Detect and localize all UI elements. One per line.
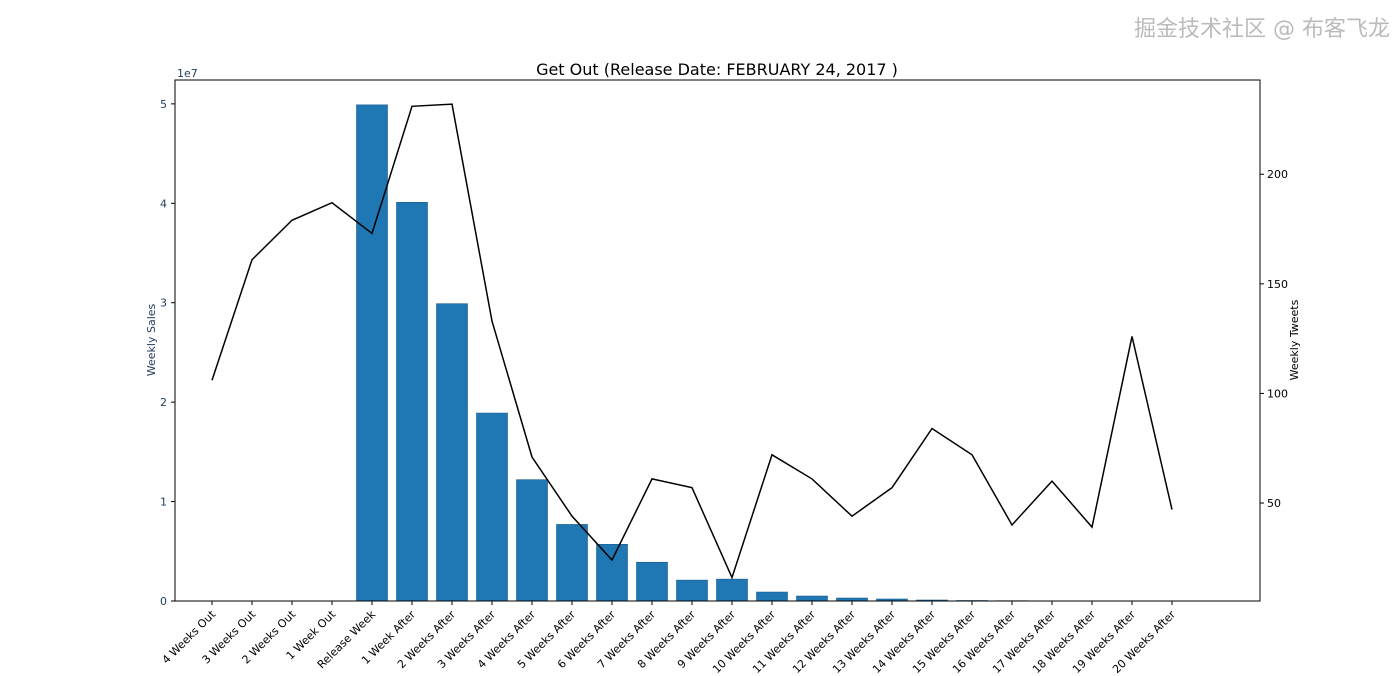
left-tick-label: 4 [160,197,167,210]
bar [676,579,708,602]
left-tick-label: 2 [160,396,167,409]
bar [796,595,828,602]
right-axis: 50 100 150 200 [1260,168,1288,510]
left-tick-label: 1 [160,496,167,509]
right-tick-label: 150 [1267,278,1288,291]
bar [556,524,588,602]
watermark: 掘金技术社区 @ 布客飞龙 [1134,17,1390,42]
bar [396,201,428,602]
bar [716,578,748,602]
right-axis-label: Weekly Tweets [1288,299,1301,380]
bar [636,561,668,602]
bar [356,104,388,602]
left-axis: 0 1 2 3 4 5 [160,98,175,608]
left-tick-label: 5 [160,98,167,111]
left-tick-label: 3 [160,297,167,310]
right-tick-label: 100 [1267,387,1288,400]
left-axis-scale: 1e7 [177,67,198,80]
plot-frame [174,79,1261,602]
bar [476,412,508,602]
chart-title: Get Out (Release Date: FEBRUARY 24, 2017… [536,60,898,79]
right-tick-label: 50 [1267,497,1281,510]
right-tick-label: 200 [1267,168,1288,181]
bar [756,591,788,602]
bar [596,544,628,602]
bar [516,479,548,602]
line-series [211,103,1173,580]
bar [436,303,468,602]
bars [356,104,1188,602]
left-tick-label: 0 [160,595,167,608]
left-axis-label: Weekly Sales [145,303,158,376]
tweets-line [211,103,1173,580]
